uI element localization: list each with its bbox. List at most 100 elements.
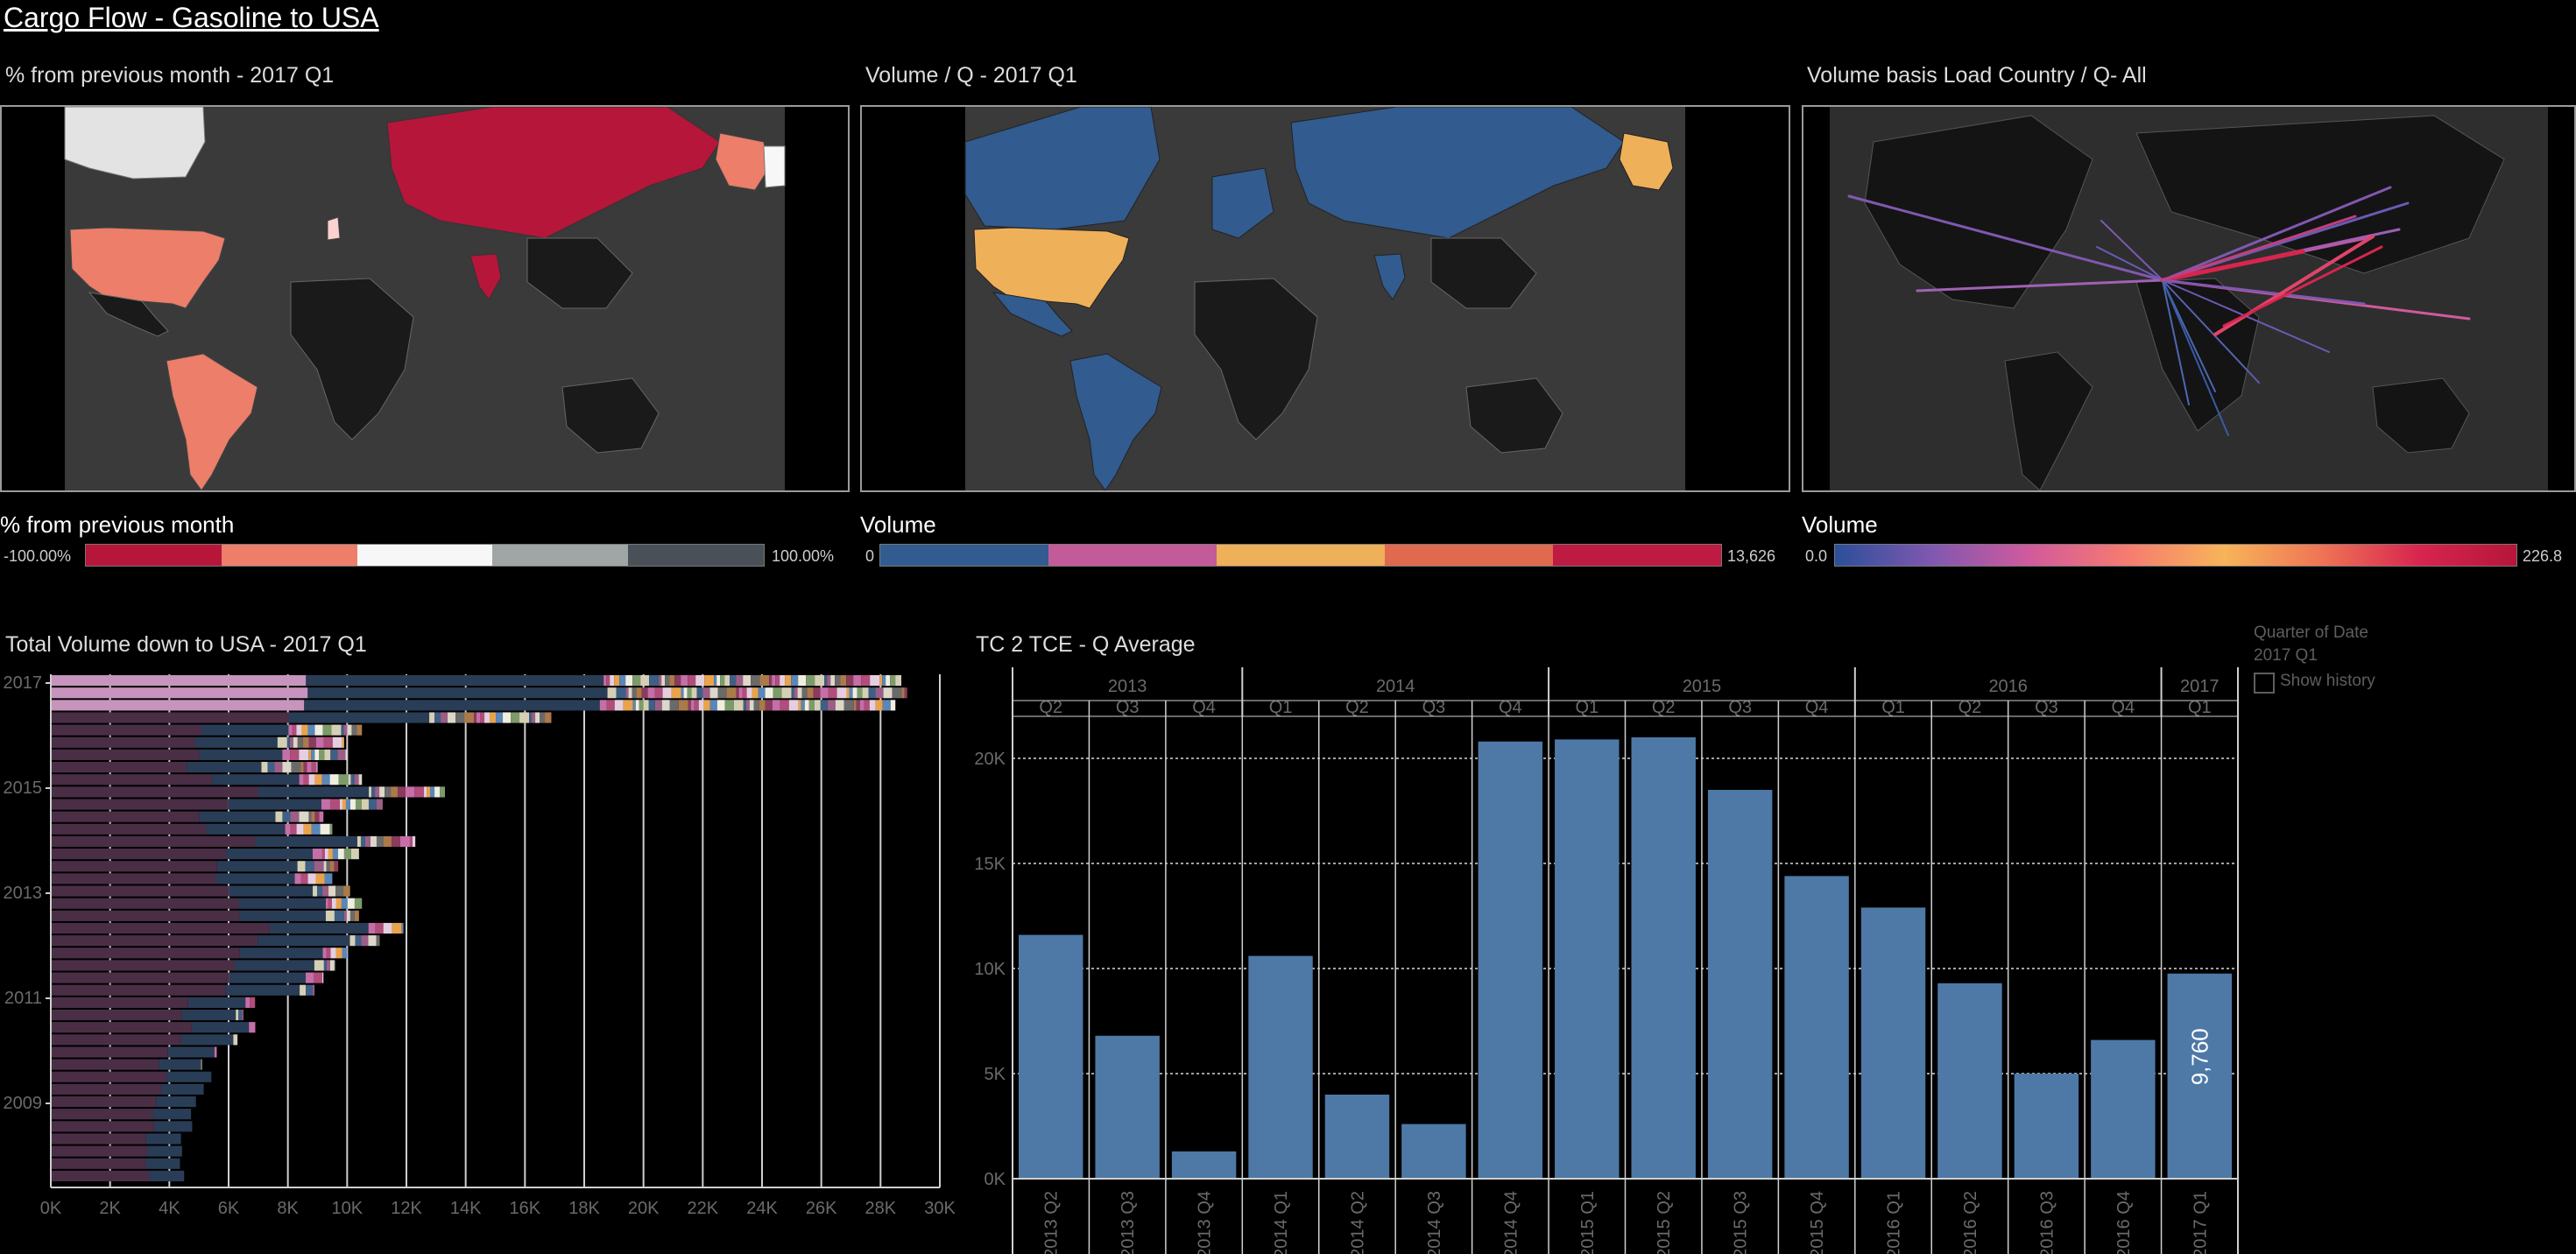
volume-segment[interactable] [879, 675, 883, 687]
volume-segment[interactable] [335, 885, 344, 897]
volume-segment[interactable] [149, 1170, 185, 1181]
volume-segment[interactable] [383, 835, 392, 848]
volume-segment[interactable] [688, 700, 691, 711]
volume-segment[interactable] [455, 712, 465, 723]
volume-segment[interactable] [347, 898, 355, 909]
volume-segment[interactable] [730, 675, 737, 687]
show-history-checkbox[interactable] [2254, 673, 2275, 694]
volume-segment[interactable] [267, 762, 275, 773]
volume-segment[interactable] [328, 885, 336, 897]
volume-segment[interactable] [691, 687, 697, 699]
volume-segment[interactable] [51, 1083, 162, 1095]
volume-segment[interactable] [654, 700, 662, 711]
volume-segment[interactable] [302, 736, 309, 748]
volume-segment[interactable] [391, 786, 399, 798]
volume-segment[interactable] [358, 774, 363, 786]
volume-segment[interactable] [326, 960, 330, 971]
volume-segment[interactable] [628, 687, 632, 699]
volume-segment[interactable] [350, 849, 359, 860]
tce-bar[interactable] [1019, 934, 1083, 1179]
volume-segment[interactable] [212, 774, 300, 786]
volume-segment[interactable] [709, 700, 717, 711]
volume-segment[interactable] [51, 700, 305, 711]
volume-segment[interactable] [807, 687, 814, 699]
volume-row[interactable] [51, 1009, 243, 1021]
volume-segment[interactable] [51, 736, 196, 748]
volume-segment[interactable] [759, 700, 766, 711]
volume-segment[interactable] [753, 700, 759, 711]
volume-segment[interactable] [540, 712, 546, 723]
volume-row[interactable] [51, 972, 324, 983]
volume-segment[interactable] [603, 675, 607, 687]
volume-segment[interactable] [429, 712, 435, 723]
volume-segment[interactable] [239, 910, 326, 921]
volume-segment[interactable] [814, 700, 821, 711]
volume-segment[interactable] [683, 687, 688, 699]
volume-segment[interactable] [308, 774, 315, 786]
volume-segment[interactable] [331, 724, 342, 736]
volume-segment[interactable] [299, 811, 309, 822]
volume-segment[interactable] [824, 675, 828, 687]
volume-segment[interactable] [532, 712, 536, 723]
volume-segment[interactable] [214, 1046, 217, 1058]
volume-segment[interactable] [319, 811, 324, 822]
volume-segment[interactable] [368, 935, 377, 947]
volume-segment[interactable] [794, 687, 798, 699]
volume-segment[interactable] [329, 861, 335, 872]
volume-segment[interactable] [307, 724, 315, 736]
volume-segment[interactable] [864, 700, 870, 711]
volume-segment[interactable] [201, 1059, 202, 1070]
volume-segment[interactable] [307, 687, 608, 699]
volume-segment[interactable] [875, 687, 884, 699]
volume-segment[interactable] [329, 774, 339, 786]
volume-segment[interactable] [726, 687, 737, 699]
volume-segment[interactable] [835, 700, 844, 711]
tce-bar[interactable] [2167, 973, 2232, 1179]
volume-segment[interactable] [308, 736, 316, 748]
volume-segment[interactable] [765, 687, 773, 699]
volume-segment[interactable] [545, 712, 552, 723]
volume-segment[interactable] [349, 799, 356, 810]
volume-segment[interactable] [229, 972, 306, 983]
tce-bar[interactable] [1631, 737, 1696, 1179]
volume-segment[interactable] [640, 675, 650, 687]
volume-segment[interactable] [322, 724, 332, 736]
volume-segment[interactable] [290, 823, 297, 835]
volume-segment[interactable] [868, 687, 876, 699]
volume-segment[interactable] [361, 935, 369, 947]
volume-segment[interactable] [385, 786, 392, 798]
volume-segment[interactable] [349, 910, 355, 921]
volume-segment[interactable] [859, 700, 865, 711]
volume-segment[interactable] [376, 799, 383, 810]
volume-segment[interactable] [424, 786, 427, 798]
volume-row[interactable] [51, 873, 333, 884]
volume-segment[interactable] [51, 712, 289, 723]
volume-segment[interactable] [300, 984, 307, 996]
volume-segment[interactable] [717, 687, 727, 699]
volume-segment[interactable] [641, 687, 648, 699]
volume-segment[interactable] [758, 687, 766, 699]
volume-segment[interactable] [354, 910, 359, 921]
tce-bar[interactable] [2014, 1074, 2079, 1179]
volume-segment[interactable] [751, 675, 760, 687]
volume-segment[interactable] [399, 835, 410, 848]
volume-segment[interactable] [331, 898, 336, 909]
volume-segment[interactable] [843, 700, 854, 711]
volume-segment[interactable] [840, 675, 847, 687]
volume-segment[interactable] [341, 724, 344, 736]
volume-segment[interactable] [773, 687, 782, 699]
volume-segment[interactable] [300, 873, 308, 884]
volume-segment[interactable] [815, 675, 825, 687]
volume-segment[interactable] [269, 922, 369, 934]
volume-segment[interactable] [330, 749, 338, 761]
volume-segment[interactable] [326, 861, 330, 872]
volume-segment[interactable] [225, 984, 300, 996]
volume-segment[interactable] [51, 898, 239, 909]
volume-segment[interactable] [476, 712, 481, 723]
tce-bars[interactable]: 9,760 [1019, 737, 2232, 1179]
volume-segment[interactable] [335, 898, 342, 909]
volume-segment[interactable] [681, 687, 684, 699]
volume-segment[interactable] [886, 675, 891, 687]
volume-segment[interactable] [296, 724, 302, 736]
volume-row[interactable] [51, 724, 363, 736]
